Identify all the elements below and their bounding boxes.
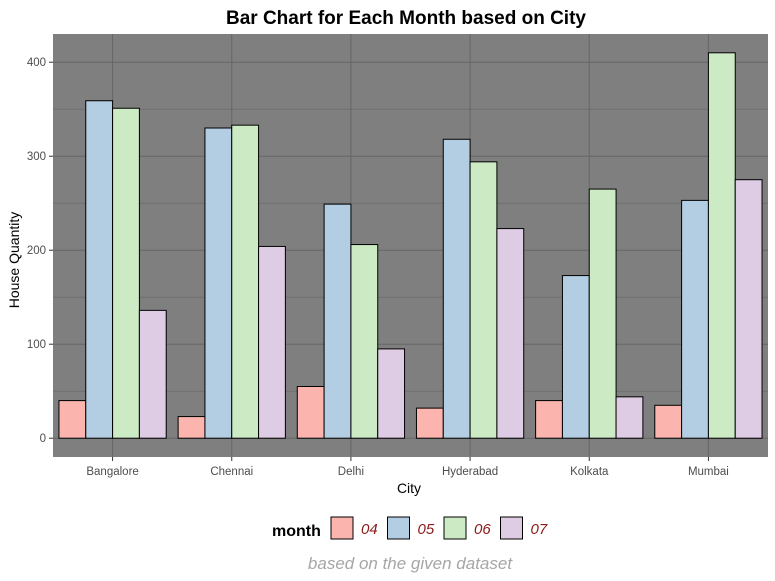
legend-key-05: [387, 516, 410, 540]
bar-hyderabad-month-04: [415, 407, 444, 439]
x-tick-label-mumbai: Mumbai: [688, 466, 729, 478]
x-axis-title: City: [397, 480, 421, 496]
bar-hyderabad-month-07: [496, 228, 525, 439]
legend-key-04: [330, 516, 354, 540]
legend-label-06: 06: [474, 521, 491, 538]
legend-label-07: 07: [531, 521, 548, 538]
y-tick-label: 100: [27, 339, 46, 351]
bar-kolkata-month-05: [561, 275, 590, 439]
legend-key-07: [500, 516, 523, 540]
bar-delhi-month-05: [323, 203, 352, 439]
x-tick-label-bangalore: Bangalore: [86, 466, 138, 478]
x-tick-label-chennai: Chennai: [210, 466, 253, 478]
bar-bangalore-month-06: [112, 107, 140, 439]
chart-title: Bar Chart for Each Month based on City: [226, 8, 586, 29]
x-axis: Bangalore Chennai Delhi Hyderabad Kolkata Mum…: [86, 457, 729, 478]
bar-chennai-month-05: [204, 127, 233, 439]
bar-hyderabad-month-06: [469, 161, 498, 439]
bar-mumbai-month-07: [734, 179, 763, 439]
legend-label-05: 05: [418, 521, 435, 538]
bar-chennai-month-04: [177, 416, 206, 439]
bar-delhi-month-07: [377, 348, 406, 439]
bar-hyderabad-month-05: [442, 138, 471, 439]
bar-bangalore-month-04: [58, 400, 87, 439]
legend-title: month: [272, 523, 321, 540]
chart-caption: based on the given dataset: [308, 554, 513, 573]
bar-delhi-month-06: [350, 244, 379, 439]
legend-label-04: 04: [361, 521, 378, 538]
x-tick-label-delhi: Delhi: [338, 466, 364, 478]
bar-chennai-month-07: [258, 245, 286, 439]
y-tick-label: 400: [27, 57, 46, 69]
bar-delhi-month-04: [296, 386, 325, 439]
plot-panel: [53, 34, 768, 457]
legend-key-06: [443, 516, 467, 540]
y-tick-label: 300: [27, 151, 46, 163]
bar-bangalore-month-07: [138, 309, 167, 439]
bar-mumbai-month-05: [681, 199, 709, 439]
y-tick-label: 0: [40, 433, 46, 445]
bar-mumbai-month-06: [707, 52, 736, 439]
bar-kolkata-month-06: [588, 188, 617, 439]
bar-bangalore-month-05: [85, 100, 114, 439]
x-tick-label-kolkata: Kolkata: [570, 466, 609, 478]
bars: [58, 52, 763, 439]
legend: month 04 05 06 07: [272, 516, 548, 540]
bar-mumbai-month-04: [654, 404, 683, 439]
y-tick-label: 200: [27, 245, 46, 257]
bar-kolkata-month-07: [615, 396, 644, 439]
x-tick-label-hyderabad: Hyderabad: [442, 466, 498, 478]
bar-chennai-month-06: [231, 124, 260, 439]
bar-kolkata-month-04: [535, 400, 563, 439]
y-axis: 0 100 200 300 400: [27, 57, 53, 445]
y-axis-title: House Quantity: [6, 212, 22, 309]
